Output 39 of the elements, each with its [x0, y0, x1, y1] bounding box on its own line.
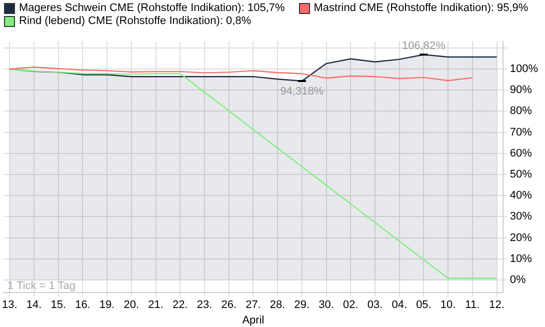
x-tick-label: 27.	[246, 299, 261, 312]
x-tick-label: 16.	[75, 299, 90, 312]
y-tick-label: 100%	[510, 63, 538, 76]
x-tick-label: 13.	[2, 299, 18, 312]
legend-label: Mageres Schwein CME (Rohstoffe Indikation): 105,7%	[19, 2, 285, 14]
x-tick-label: 21.	[148, 299, 164, 312]
x-tick-label: 28.	[270, 299, 286, 312]
y-tick-label: 40%	[510, 190, 532, 202]
x-tick-label: 26.	[221, 299, 237, 312]
y-tick-label: 60%	[510, 147, 532, 160]
x-axis-title: April	[242, 314, 264, 326]
y-tick-label: 20%	[510, 232, 532, 244]
y-tick-label: 30%	[510, 210, 532, 223]
annotation: 1 Tick = 1 Tag	[8, 280, 76, 292]
y-tick-label: 70%	[510, 126, 532, 138]
x-tick-label: 29.	[294, 299, 310, 312]
y-tick-label: 90%	[510, 84, 532, 96]
x-tick-label: 10.	[440, 299, 456, 312]
y-tick-label: 80%	[510, 105, 532, 118]
x-tick-label: 03.	[367, 299, 383, 312]
x-tick-label: 02.	[342, 299, 358, 312]
y-tick-label: 0%	[510, 274, 526, 286]
legend-label: Mastrind CME (Rohstoffe Indikation): 95,9%	[314, 2, 528, 14]
x-tick-label: 05.	[416, 299, 432, 312]
x-tick-label: 19.	[99, 299, 115, 312]
x-tick-label: 23.	[196, 299, 212, 312]
annotation: 94,318%	[280, 86, 324, 98]
y-tick-label: 50%	[510, 168, 532, 181]
x-tick-label: 30.	[318, 299, 334, 312]
legend-label: Rind (lebend) CME (Rohstoffe Indikation): 0,8%	[19, 15, 252, 27]
x-tick-label: 12.	[489, 299, 504, 312]
x-tick-label: 11.	[465, 299, 480, 312]
annotation: 106,82%	[402, 40, 446, 52]
x-tick-label: 20.	[124, 299, 140, 312]
x-tick-label: 14.	[26, 299, 42, 312]
x-tick-label: 22.	[172, 299, 188, 312]
y-tick-label: 10%	[510, 252, 532, 265]
x-tick-label: 04.	[392, 299, 407, 312]
x-tick-label: 15.	[50, 299, 66, 312]
